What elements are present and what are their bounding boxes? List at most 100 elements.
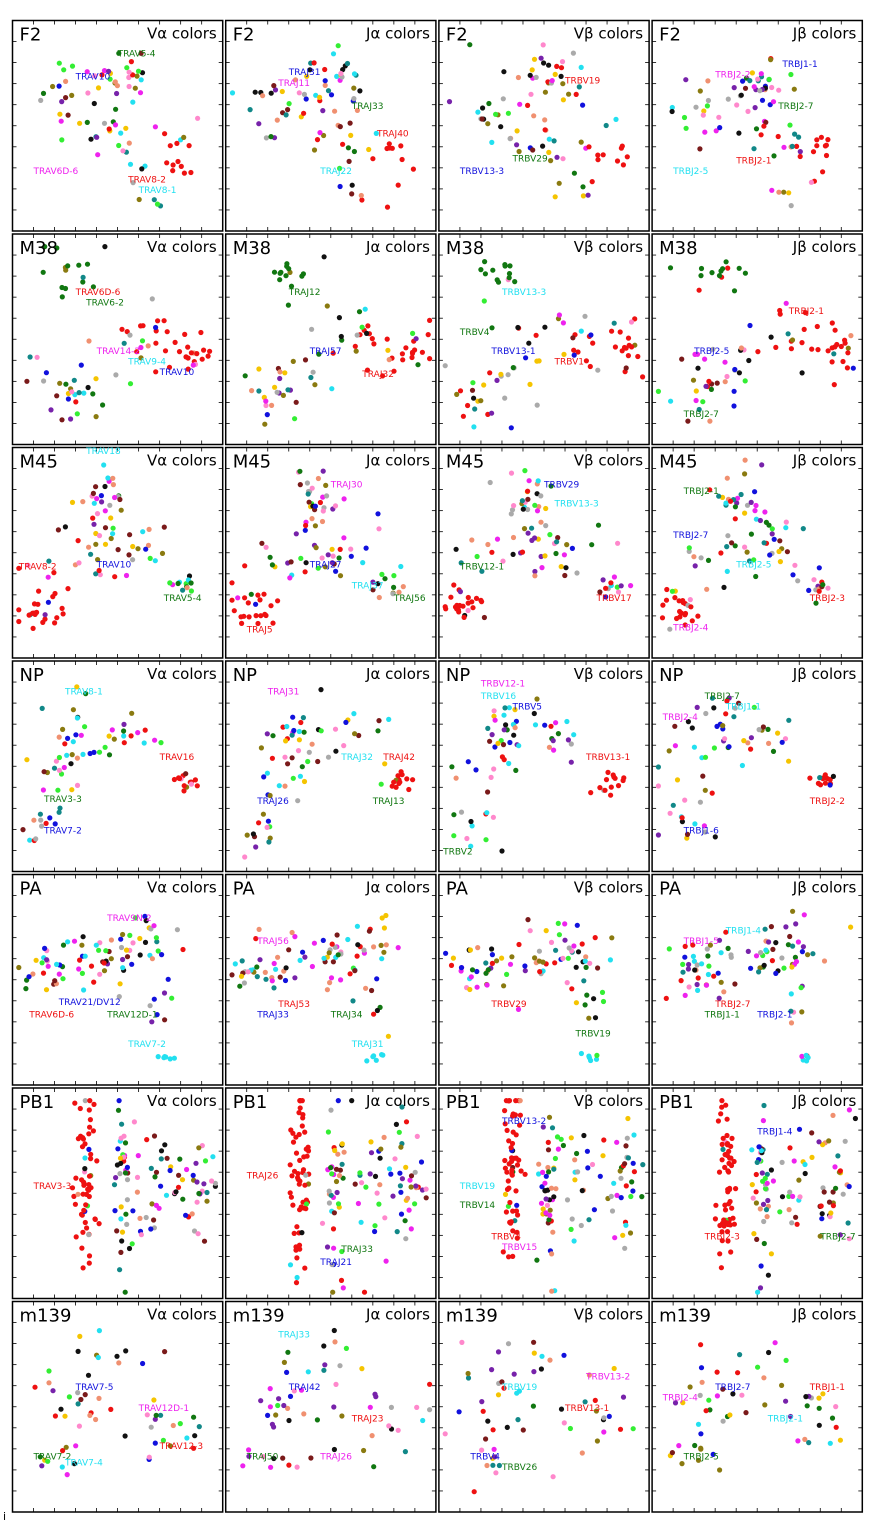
data-point bbox=[542, 722, 548, 728]
data-point bbox=[786, 190, 792, 196]
data-point bbox=[692, 821, 698, 827]
data-point bbox=[137, 952, 143, 958]
panel-frame bbox=[651, 19, 864, 232]
data-point bbox=[304, 480, 310, 486]
data-point bbox=[703, 383, 709, 389]
data-point bbox=[151, 1133, 158, 1139]
segment-label: TRAV8-1 bbox=[64, 688, 103, 698]
data-point bbox=[704, 946, 710, 952]
data-point bbox=[519, 549, 526, 555]
data-point bbox=[108, 515, 114, 521]
data-point bbox=[676, 1443, 682, 1449]
panel-coloring-title: Vα colors bbox=[147, 238, 217, 256]
data-point bbox=[745, 948, 751, 955]
data-point bbox=[605, 769, 611, 776]
data-point bbox=[736, 130, 742, 136]
data-point bbox=[830, 1203, 837, 1209]
data-point bbox=[40, 269, 46, 275]
data-point bbox=[363, 985, 369, 991]
segment-label: TRBV13-1 bbox=[490, 347, 535, 357]
data-point bbox=[374, 1007, 380, 1014]
data-point bbox=[287, 1262, 294, 1268]
data-point bbox=[768, 1167, 775, 1173]
data-point bbox=[340, 1175, 346, 1181]
data-point bbox=[60, 976, 66, 982]
data-point bbox=[581, 978, 587, 984]
data-point bbox=[705, 78, 711, 84]
data-point bbox=[501, 727, 507, 733]
data-point bbox=[585, 1165, 591, 1171]
data-point bbox=[97, 572, 103, 578]
data-point bbox=[152, 1174, 158, 1180]
data-point bbox=[75, 1390, 81, 1396]
data-point bbox=[760, 1118, 767, 1124]
data-point bbox=[138, 344, 144, 351]
data-point bbox=[501, 1385, 507, 1391]
data-point bbox=[550, 1474, 556, 1480]
data-point bbox=[697, 88, 703, 94]
data-point bbox=[595, 152, 601, 158]
data-point bbox=[501, 757, 507, 763]
data-point bbox=[335, 1201, 342, 1207]
data-point bbox=[123, 947, 130, 953]
data-point bbox=[747, 78, 753, 84]
segment-label: TRAV8-2 bbox=[18, 563, 57, 573]
data-point bbox=[40, 970, 47, 976]
panel-row-title: PA bbox=[446, 879, 469, 900]
data-point bbox=[534, 402, 540, 408]
data-point bbox=[91, 521, 97, 527]
data-point bbox=[509, 1158, 515, 1164]
data-point bbox=[127, 381, 134, 387]
data-point bbox=[713, 128, 719, 134]
data-point bbox=[300, 1112, 306, 1118]
data-point bbox=[166, 364, 173, 370]
data-point bbox=[471, 395, 477, 401]
segment-label: TRBJ2-5 bbox=[683, 1452, 719, 1462]
data-point bbox=[473, 595, 480, 602]
data-point bbox=[151, 1397, 157, 1403]
segment-label: TRAV9N-2 bbox=[106, 914, 152, 924]
data-point bbox=[299, 764, 305, 770]
data-point bbox=[309, 516, 315, 522]
data-point bbox=[308, 1455, 314, 1461]
data-point bbox=[114, 83, 120, 89]
data-point bbox=[731, 288, 738, 294]
data-point bbox=[473, 767, 479, 773]
data-point bbox=[619, 143, 625, 149]
data-point bbox=[490, 1427, 496, 1433]
data-point bbox=[763, 119, 769, 125]
data-point bbox=[825, 348, 831, 354]
data-point bbox=[767, 552, 773, 558]
data-point bbox=[162, 1349, 168, 1355]
data-point bbox=[364, 330, 370, 336]
data-point bbox=[427, 1407, 433, 1413]
data-point bbox=[777, 311, 783, 317]
segment-label: TRBJ2-7 bbox=[672, 531, 708, 541]
data-point bbox=[491, 708, 497, 714]
data-point bbox=[692, 1442, 698, 1449]
data-point bbox=[353, 348, 359, 354]
data-point bbox=[543, 928, 549, 934]
data-point bbox=[502, 1121, 508, 1127]
data-point bbox=[480, 1408, 486, 1414]
data-point bbox=[123, 125, 129, 131]
data-point bbox=[655, 388, 662, 394]
data-point bbox=[592, 935, 598, 941]
data-point bbox=[713, 1202, 719, 1208]
data-point bbox=[527, 72, 533, 78]
data-point bbox=[74, 715, 80, 721]
data-point bbox=[427, 1381, 433, 1387]
data-point bbox=[33, 957, 39, 963]
data-point bbox=[835, 1153, 841, 1159]
data-point bbox=[80, 934, 86, 940]
data-point bbox=[291, 1388, 297, 1394]
segment-label: TRAV5-4 bbox=[163, 594, 202, 604]
data-point bbox=[371, 341, 377, 347]
data-point bbox=[751, 704, 757, 710]
data-point bbox=[547, 532, 553, 538]
data-point bbox=[398, 143, 404, 149]
data-point bbox=[395, 1427, 401, 1433]
data-point bbox=[693, 397, 699, 404]
segment-label: TRBV12-1 bbox=[459, 563, 504, 573]
data-point bbox=[787, 122, 793, 128]
